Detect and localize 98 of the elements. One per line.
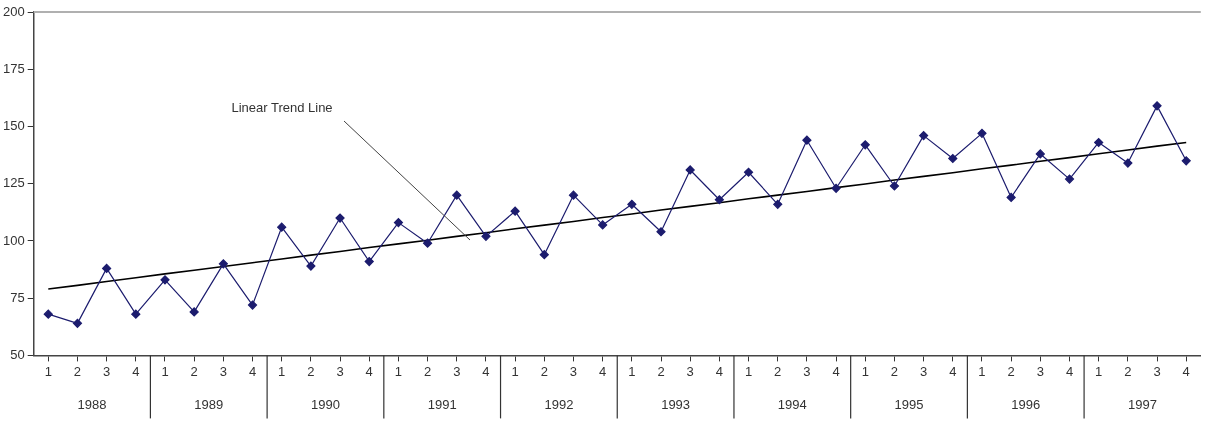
point [831,183,841,193]
point [948,153,958,164]
point [160,275,170,285]
x-tick-label: 3 [453,363,461,379]
point [72,318,83,328]
x-tick-label: 3 [569,363,578,379]
point [1006,192,1016,203]
x-tick-label: 1 [744,363,753,379]
point [1152,101,1162,111]
y-tick-label: 100 [2,232,25,248]
x-tick-label: 4 [482,363,490,379]
x-tick-label: 3 [219,363,227,379]
point [1094,137,1104,148]
point [131,309,141,319]
point [1123,158,1133,168]
point [1064,174,1075,184]
text: 1992 [544,396,574,412]
x-tick-label: 3 [336,363,344,379]
annotation: Linear Trend Line [231,99,333,115]
point [977,128,987,138]
point [714,195,724,205]
y-tick-label: 125 [2,175,25,191]
x-tick-label: 4 [599,363,607,379]
point [598,220,608,230]
point [510,206,520,216]
y-tick-label: 200 [2,3,25,19]
x-tick-label: 3 [1153,363,1161,379]
point [452,190,462,200]
x-tick-label: 1 [44,363,52,379]
x-tick-label: 2 [190,363,198,379]
point [773,199,783,209]
y-tick-label: 50 [10,346,25,362]
y-tick-label: 75 [10,289,25,305]
x-tick-label: 2 [774,363,782,379]
text: 1991 [427,396,457,412]
y-tick-label: 150 [2,118,25,134]
x-tick-label: 4 [949,363,957,379]
x-tick-label: 4 [1182,363,1190,379]
x-tick-label: 2 [657,363,665,379]
point [1035,149,1045,159]
x-tick-label: 2 [1007,363,1015,379]
point [43,309,53,319]
x-tick-label: 4 [1065,363,1074,379]
x-tick-label: 2 [73,363,82,379]
x-tick-label: 1 [161,363,169,379]
text: 1996 [1011,396,1041,412]
x-tick-label: 3 [1036,363,1044,379]
x-tick-label: 1 [1095,363,1103,379]
point [393,218,404,228]
point [889,181,900,191]
x-tick-label: 2 [423,363,432,379]
x-tick-label: 1 [394,363,403,379]
text: 1988 [77,396,107,412]
point [189,307,199,317]
point [1181,156,1191,166]
point [218,259,228,269]
point [306,261,316,271]
point [627,199,637,209]
y-tick-label: 175 [2,60,25,76]
x-tick-label: 4 [132,363,140,379]
point [656,227,666,237]
point [422,238,433,248]
text: 1994 [777,396,807,412]
x-tick-label: 2 [890,363,899,379]
x-tick-label: 1 [278,363,286,379]
x-tick-label: 1 [628,363,636,379]
x-tick-label: 2 [540,363,548,379]
x-tick-label: 4 [715,363,723,379]
x-tick-label: 4 [248,363,257,379]
point [277,222,287,232]
text: 1993 [661,396,691,412]
text: 1990 [311,396,340,412]
point [364,256,374,267]
point [802,135,812,145]
point [860,140,870,150]
x-tick-label: 4 [832,363,840,379]
point [568,190,579,200]
text: 1997 [1127,396,1157,412]
x-tick-label: 4 [365,363,373,379]
point [743,167,754,177]
point [481,231,491,241]
x-tick-label: 3 [686,363,694,379]
point [539,250,549,260]
x-tick-label: 2 [307,363,315,379]
x-tick-label: 1 [511,363,519,379]
x-tick-label: 3 [803,363,811,379]
text: 1989 [194,396,224,412]
x-tick-label: 1 [861,363,869,379]
text: 1995 [894,396,924,412]
point [919,131,929,141]
point [685,165,695,175]
x-tick-label: 2 [1124,363,1132,379]
x-tick-label: 1 [978,363,986,379]
x-tick-label: 3 [103,363,111,379]
point [247,300,258,310]
x-tick-label: 3 [919,363,928,379]
point [335,213,345,223]
point [102,263,112,273]
